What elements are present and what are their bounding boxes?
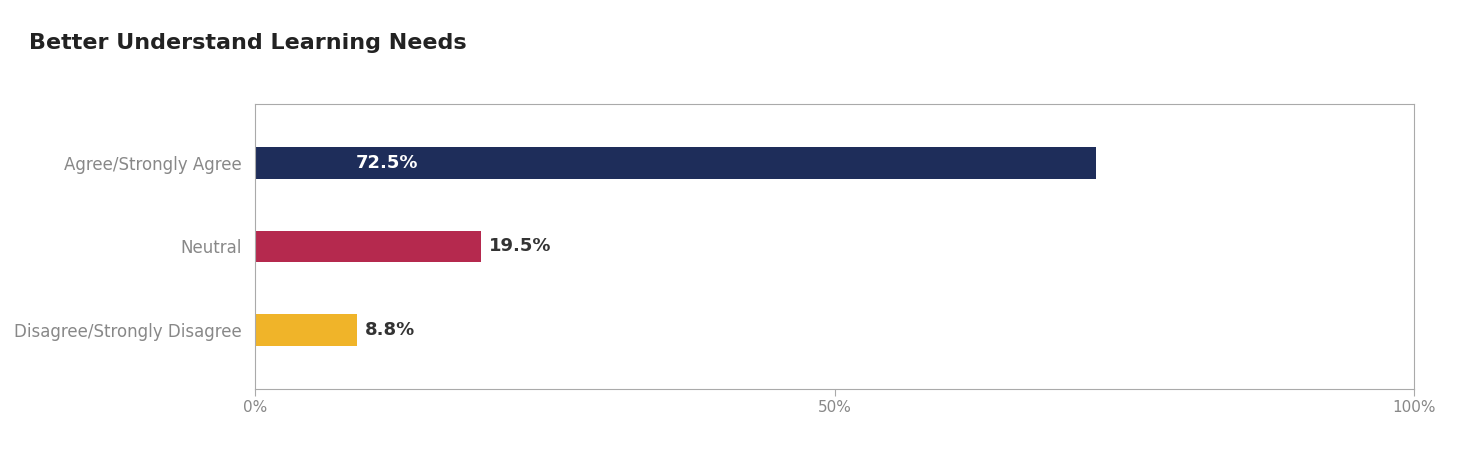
Text: 19.5%: 19.5% xyxy=(490,237,551,255)
Text: Better Understand Learning Needs: Better Understand Learning Needs xyxy=(29,33,467,53)
Text: 72.5%: 72.5% xyxy=(356,154,418,172)
Bar xyxy=(255,314,357,346)
Bar xyxy=(255,147,1095,179)
Text: 8.8%: 8.8% xyxy=(366,321,416,339)
Bar xyxy=(255,230,481,263)
